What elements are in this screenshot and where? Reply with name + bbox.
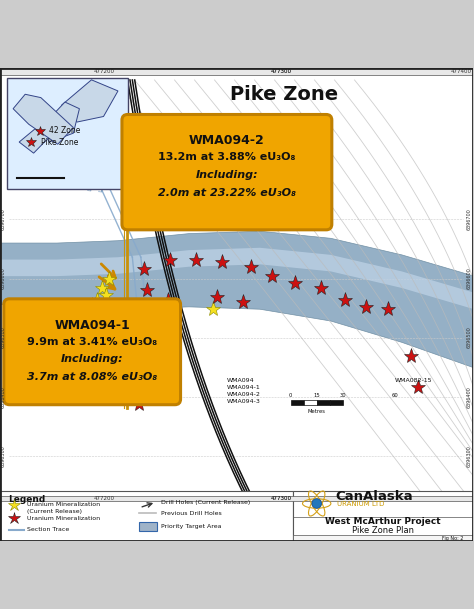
Circle shape [312, 499, 321, 509]
Text: CanAlaska: CanAlaska [336, 490, 413, 504]
Text: 30: 30 [339, 393, 346, 398]
Text: 6396300: 6396300 [467, 445, 472, 466]
Bar [0, 68, 473, 76]
Text: Section Trace: Section Trace [27, 527, 70, 532]
Text: WMA094-2: WMA094-2 [189, 135, 265, 147]
Text: 13.2m at 3.88% eU₃O₈: 13.2m at 3.88% eU₃O₈ [158, 152, 296, 162]
Text: Uranium Mineralization: Uranium Mineralization [27, 502, 100, 507]
Text: L1.5W: L1.5W [88, 172, 97, 192]
Text: 477300: 477300 [271, 497, 292, 502]
Text: 477400: 477400 [450, 69, 471, 74]
Bar [304, 400, 317, 405]
Text: 477200: 477200 [93, 497, 115, 502]
Text: Pike Zone Plan: Pike Zone Plan [352, 526, 414, 535]
Polygon shape [13, 94, 73, 144]
Text: 477200: 477200 [93, 496, 115, 501]
Bar [330, 400, 343, 405]
Polygon shape [19, 122, 55, 153]
Text: Including:: Including: [61, 354, 124, 364]
Text: 3.7m at 8.08% eU₃O₈: 3.7m at 8.08% eU₃O₈ [27, 372, 157, 382]
Text: 60: 60 [392, 393, 398, 398]
Text: (Current Release): (Current Release) [27, 509, 82, 514]
Text: WMA082-15: WMA082-15 [395, 378, 432, 383]
Text: L0E: L0E [98, 180, 105, 192]
Text: 6396700: 6396700 [467, 208, 472, 230]
Bar [291, 400, 304, 405]
Text: 15: 15 [313, 393, 320, 398]
FancyBboxPatch shape [122, 114, 332, 230]
Text: Uranium Mineralization: Uranium Mineralization [27, 516, 100, 521]
Text: Legend: Legend [9, 495, 46, 504]
Text: Including:: Including: [196, 170, 258, 180]
Bar [293, 491, 473, 541]
Text: 6396500: 6396500 [1, 326, 6, 348]
Text: 477200: 477200 [93, 69, 115, 74]
FancyBboxPatch shape [4, 299, 181, 405]
Bar [7, 77, 128, 189]
Text: 6396600: 6396600 [467, 267, 472, 289]
Text: 477300: 477300 [271, 496, 292, 501]
Text: 477300: 477300 [271, 496, 292, 501]
Polygon shape [61, 80, 118, 122]
Bar [0, 496, 473, 501]
Polygon shape [0, 248, 474, 312]
Text: 6396300: 6396300 [1, 445, 6, 466]
Bar [317, 400, 330, 405]
Text: 6396400: 6396400 [1, 385, 6, 407]
Text: 0: 0 [289, 393, 292, 398]
Text: 6396500: 6396500 [467, 326, 472, 348]
Text: URANIUM LTD: URANIUM LTD [337, 501, 384, 507]
Text: Metres: Metres [308, 409, 326, 415]
Text: 42 Zone: 42 Zone [49, 127, 81, 135]
Text: Drill Holes (Current Release): Drill Holes (Current Release) [161, 499, 250, 505]
Bar [293, 535, 473, 541]
Bar [139, 522, 157, 532]
Polygon shape [0, 231, 474, 371]
Text: Pike Zone: Pike Zone [229, 85, 337, 104]
Text: West McArthur Project: West McArthur Project [325, 518, 441, 526]
Text: Previous Drill Holes: Previous Drill Holes [161, 511, 221, 516]
Text: Pike Zone: Pike Zone [41, 138, 78, 147]
Text: 477200: 477200 [93, 69, 115, 74]
Text: WMA094-1: WMA094-1 [55, 319, 130, 332]
Text: 477400: 477400 [442, 69, 463, 74]
Text: 477300: 477300 [271, 69, 292, 74]
Bar [0, 491, 293, 541]
Text: Fig No: 2: Fig No: 2 [442, 535, 463, 541]
Text: 6396700: 6396700 [1, 208, 6, 230]
Text: WMA094
WMA094-1
WMA094-2
WMA094-3: WMA094 WMA094-1 WMA094-2 WMA094-3 [227, 378, 261, 404]
Text: 9.9m at 3.41% eU₃O₈: 9.9m at 3.41% eU₃O₈ [27, 337, 157, 347]
Text: 477300: 477300 [271, 69, 292, 74]
Text: 6396400: 6396400 [467, 385, 472, 407]
Text: Priority Target Area: Priority Target Area [161, 524, 221, 529]
Text: 2.0m at 23.22% eU₃O₈: 2.0m at 23.22% eU₃O₈ [158, 188, 296, 198]
Text: 6396600: 6396600 [1, 267, 6, 289]
Polygon shape [41, 102, 80, 142]
Text: 477300: 477300 [271, 69, 292, 74]
